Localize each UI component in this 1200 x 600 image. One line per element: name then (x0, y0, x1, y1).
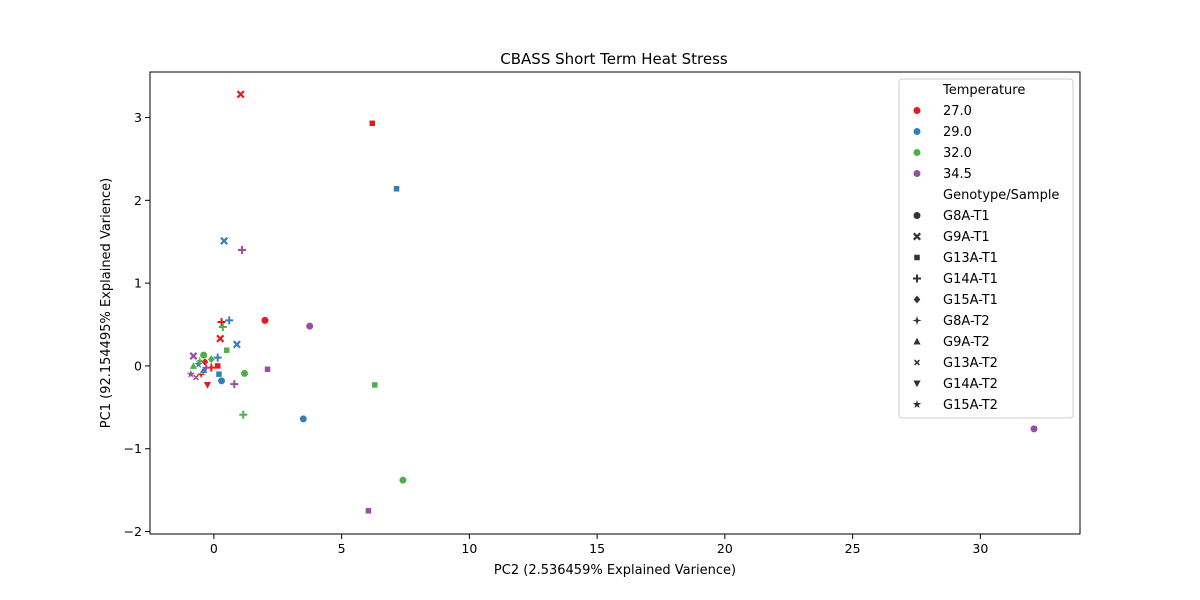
data-point (189, 352, 198, 360)
legend-style-label: G9A-T2 (943, 335, 990, 350)
y-tick-label: 0 (134, 358, 142, 373)
y-tick-label: −2 (124, 524, 142, 539)
y-axis-label: PC1 (92.154495% Explained Varience) (99, 178, 114, 428)
legend-marker-swatch (914, 359, 920, 366)
legend-hue-title: Temperature (942, 83, 1025, 98)
data-point (213, 353, 222, 362)
x-tick-label: 20 (717, 541, 733, 556)
data-point (195, 356, 205, 366)
data-point (199, 351, 208, 360)
y-tick-label: −1 (124, 441, 142, 456)
x-tick-label: 10 (461, 541, 477, 556)
data-point (365, 507, 372, 515)
legend-hue-label: 29.0 (943, 125, 972, 140)
data-point (194, 359, 203, 368)
data-point (225, 316, 234, 325)
data-point (203, 381, 212, 390)
data-point (264, 365, 271, 373)
legend-style-label: G13A-T2 (943, 356, 998, 371)
data-point (217, 318, 226, 327)
data-point (371, 381, 379, 389)
legend-style-title: Genotype/Sample (943, 188, 1059, 203)
data-point (220, 236, 229, 245)
legend-style-label: G14A-T1 (943, 272, 998, 287)
data-point (240, 369, 249, 378)
data-point (393, 185, 400, 192)
legend-style-label: G13A-T1 (943, 251, 998, 266)
y-tick-label: 3 (134, 110, 142, 125)
y-tick-label: 1 (134, 276, 142, 291)
axis-ticks: 0 5 10 15 20 25 30 −2 −1 0 1 2 3 (124, 110, 989, 556)
data-point (207, 354, 216, 364)
data-point (230, 380, 239, 389)
x-tick-label: 5 (338, 541, 346, 556)
legend-hue-label: 27.0 (943, 104, 972, 119)
data-point (369, 120, 376, 127)
legend-marker-swatch (912, 380, 922, 389)
x-axis-label: PC2 (2.536459% Explained Varience) (494, 563, 736, 578)
legend-color-swatch (912, 148, 922, 157)
legend-marker-swatch (912, 315, 922, 326)
data-point (201, 362, 211, 373)
data-point (201, 357, 209, 367)
legend-style-label: G15A-T2 (943, 398, 998, 413)
data-points (186, 90, 1039, 515)
data-point (223, 346, 230, 354)
data-point (186, 369, 196, 378)
x-tick-label: 25 (845, 541, 861, 556)
legend-color-swatch (912, 127, 922, 136)
legend-color-swatch (912, 106, 922, 115)
legend-marker-swatch (913, 254, 921, 261)
legend-marker-swatch (912, 211, 922, 220)
legend-style-label: G8A-T1 (943, 209, 990, 224)
data-point (237, 246, 246, 255)
data-point (236, 90, 245, 99)
data-point (398, 476, 408, 485)
plot-frame (149, 71, 1081, 535)
legend-hue-label: 32.0 (943, 146, 972, 161)
data-point (189, 361, 198, 370)
legend-style-label: G15A-T1 (943, 293, 998, 308)
data-point (239, 410, 248, 419)
legend-marker-swatch (912, 336, 922, 345)
legend-hue-label: 34.5 (943, 167, 972, 182)
x-tick-label: 30 (972, 541, 988, 556)
data-point (299, 414, 308, 424)
y-tick-label: 2 (134, 193, 142, 208)
legend: Temperature 27.0 29.0 32.0 34.5 Genotype/Samp… (898, 78, 1074, 419)
legend-marker-swatch (913, 232, 921, 241)
legend-frame (898, 78, 1074, 419)
data-point (214, 362, 221, 370)
data-point (196, 369, 206, 379)
data-point (305, 322, 314, 331)
data-point (216, 334, 225, 343)
data-point (1029, 424, 1039, 433)
chart-title: CBASS Short Term Heat Stress (500, 50, 728, 68)
x-tick-label: 0 (210, 541, 218, 556)
data-point (260, 316, 270, 325)
legend-color-swatch (912, 169, 922, 178)
data-point (218, 323, 227, 332)
legend-marker-swatch (913, 294, 921, 305)
data-point (193, 374, 199, 381)
legend-marker-swatch (913, 274, 921, 283)
x-tick-label: 15 (589, 541, 605, 556)
data-point (232, 340, 241, 349)
legend-marker-swatch (912, 400, 922, 409)
legend-style-label: G14A-T2 (943, 377, 998, 392)
legend-style-label: G8A-T2 (943, 314, 990, 329)
legend-style-label: G9A-T1 (943, 230, 990, 245)
data-point (215, 370, 223, 378)
data-point (217, 376, 226, 385)
